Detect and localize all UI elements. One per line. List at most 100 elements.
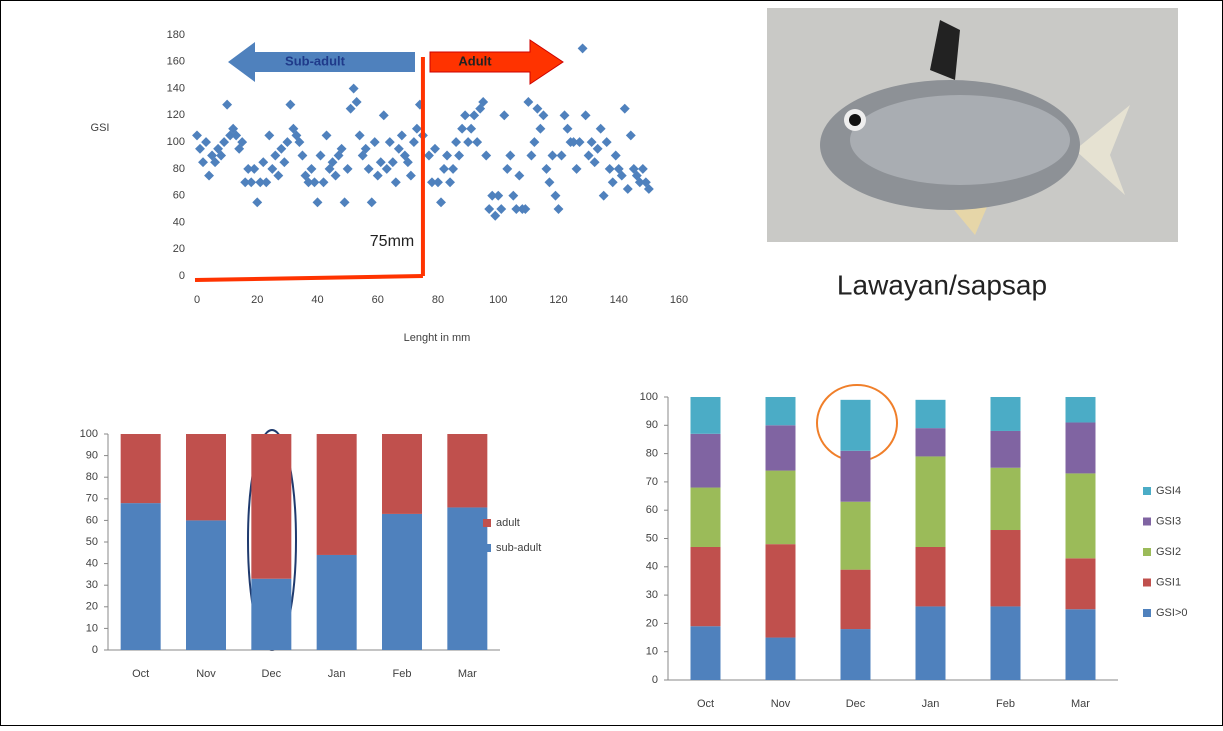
y-tick-label: 80 bbox=[646, 448, 658, 460]
bar-segment bbox=[121, 503, 161, 650]
y-tick-label: 10 bbox=[86, 622, 98, 634]
bar-segment bbox=[691, 626, 721, 680]
bar-segment bbox=[841, 570, 871, 629]
bar-segment bbox=[382, 434, 422, 514]
legend-label: sub-adult bbox=[496, 542, 541, 554]
x-tick-label: Mar bbox=[1071, 698, 1090, 710]
y-tick-label: 10 bbox=[646, 646, 658, 658]
y-tick-label: 70 bbox=[646, 476, 658, 488]
bar-segment bbox=[991, 431, 1021, 468]
annotation: 75mm bbox=[370, 233, 414, 250]
y-tick-label: 40 bbox=[173, 216, 185, 228]
y-tick-label: 180 bbox=[167, 29, 185, 41]
y-tick-label: 90 bbox=[86, 450, 98, 462]
bar-segment bbox=[251, 434, 291, 579]
photo-caption: Lawayan/sapsap bbox=[837, 269, 1047, 300]
bar-segment bbox=[317, 555, 357, 650]
y-tick-label: 100 bbox=[80, 428, 98, 440]
bar-segment bbox=[916, 547, 946, 606]
y-tick-label: 60 bbox=[173, 190, 185, 202]
x-tick-label: 0 bbox=[194, 294, 200, 306]
x-tick-label: 80 bbox=[432, 294, 444, 306]
bar-segment bbox=[1066, 422, 1096, 473]
bar-segment bbox=[1066, 473, 1096, 558]
bar-segment bbox=[991, 468, 1021, 530]
bar-segment bbox=[766, 471, 796, 545]
legend-label: GSI1 bbox=[1156, 576, 1181, 588]
legend-swatch bbox=[1143, 579, 1151, 587]
x-tick-label: Dec bbox=[262, 668, 282, 680]
y-tick-label: 30 bbox=[86, 579, 98, 591]
bar-segment bbox=[841, 400, 871, 451]
bar-segment bbox=[691, 397, 721, 434]
y-tick-label: 20 bbox=[173, 243, 185, 255]
x-tick-label: 20 bbox=[251, 294, 263, 306]
bar-segment bbox=[186, 520, 226, 650]
x-tick-label: Feb bbox=[996, 698, 1015, 710]
bar-segment bbox=[841, 451, 871, 502]
y-tick-label: 90 bbox=[646, 419, 658, 431]
bar-segment bbox=[691, 434, 721, 488]
y-tick-label: 60 bbox=[86, 514, 98, 526]
bar-segment bbox=[766, 397, 796, 425]
x-tick-label: 160 bbox=[670, 294, 688, 306]
legend-label: GSI>0 bbox=[1156, 607, 1188, 619]
y-tick-label: 30 bbox=[646, 589, 658, 601]
y-tick-label: 60 bbox=[646, 504, 658, 516]
legend-swatch bbox=[483, 544, 491, 552]
legend-label: GSI3 bbox=[1156, 515, 1181, 527]
bar-segment bbox=[1066, 609, 1096, 680]
y-tick-label: 70 bbox=[86, 493, 98, 505]
x-tick-label: 140 bbox=[610, 294, 628, 306]
x-tick-label: Oct bbox=[697, 698, 714, 710]
legend-swatch bbox=[1143, 548, 1151, 556]
bar-segment bbox=[991, 530, 1021, 606]
y-tick-label: 100 bbox=[640, 391, 658, 403]
y-tick-label: 40 bbox=[646, 561, 658, 573]
y-tick-label: 160 bbox=[167, 56, 185, 68]
bar-segment bbox=[841, 502, 871, 570]
bar-segment bbox=[766, 544, 796, 637]
bar-segment bbox=[916, 400, 946, 428]
y-tick-label: 100 bbox=[167, 136, 185, 148]
y-tick-label: 0 bbox=[92, 644, 98, 656]
bar-segment bbox=[447, 507, 487, 650]
bar-segment bbox=[916, 606, 946, 680]
bar-segment bbox=[1066, 397, 1096, 422]
y-tick-label: 0 bbox=[179, 270, 185, 282]
bar-segment bbox=[186, 434, 226, 520]
y-tick-label: 140 bbox=[167, 82, 185, 94]
bar-segment bbox=[121, 434, 161, 503]
x-tick-label: Nov bbox=[196, 668, 216, 680]
y-tick-label: 80 bbox=[173, 163, 185, 175]
bar-segment bbox=[991, 397, 1021, 431]
bar-segment bbox=[766, 425, 796, 470]
bar-segment bbox=[1066, 558, 1096, 609]
legend-swatch bbox=[1143, 518, 1151, 526]
y-tick-label: 50 bbox=[86, 536, 98, 548]
bar-segment bbox=[841, 629, 871, 680]
x-tick-label: 60 bbox=[372, 294, 384, 306]
x-tick-label: Oct bbox=[132, 668, 149, 680]
x-axis-label: Lenght in mm bbox=[404, 332, 471, 344]
legend-swatch bbox=[1143, 609, 1151, 617]
bar-segment bbox=[251, 579, 291, 650]
x-tick-label: Jan bbox=[922, 698, 940, 710]
bar-segment bbox=[916, 428, 946, 456]
legend-swatch bbox=[483, 519, 491, 527]
bar-segment bbox=[766, 638, 796, 680]
fish-photo bbox=[767, 8, 1178, 242]
annotation: Sub-adult bbox=[285, 53, 346, 68]
y-axis-label: GSI bbox=[91, 122, 110, 134]
legend-label: GSI4 bbox=[1156, 485, 1181, 497]
x-tick-label: 120 bbox=[549, 294, 567, 306]
x-tick-label: Feb bbox=[393, 668, 412, 680]
bar-segment bbox=[317, 434, 357, 555]
x-tick-label: Nov bbox=[771, 698, 791, 710]
y-tick-label: 20 bbox=[646, 617, 658, 629]
legend-label: adult bbox=[496, 517, 520, 529]
slide: Lawayan/sapsap Sub-adult Adult 75mm GSI … bbox=[0, 0, 1223, 726]
y-tick-label: 40 bbox=[86, 558, 98, 570]
y-tick-label: 120 bbox=[167, 109, 185, 121]
x-tick-label: Jan bbox=[328, 668, 346, 680]
